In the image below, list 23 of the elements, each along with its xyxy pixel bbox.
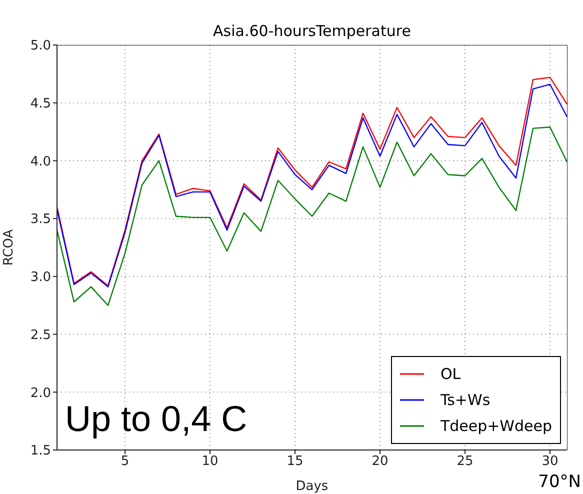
y-tick-label: 3.5 (30, 212, 51, 228)
x-tick-label: 20 (372, 454, 388, 470)
x-tick-label: 30 (542, 454, 558, 470)
y-tick-label: 3.0 (30, 270, 51, 286)
y-tick-label: 4.5 (30, 96, 51, 112)
chart-title: Asia.60-hoursTemperature (212, 22, 412, 40)
x-tick-label: 10 (202, 454, 218, 470)
annotation: Up to 0,4 C (65, 398, 248, 440)
x-tick-label: 15 (286, 454, 304, 470)
y-tick-label: 4.0 (30, 154, 51, 170)
legend-label: Tdeep+Wdeep (440, 417, 552, 435)
y-tick-label: 1.5 (30, 444, 51, 459)
y-tick-label: 5.0 (30, 38, 51, 54)
line-series (57, 126, 567, 306)
text: 70°N (538, 472, 581, 492)
y-tick-label: 2.5 (30, 328, 51, 343)
x-tick-label: 25 (456, 454, 474, 470)
x-tick-label: 5 (120, 454, 130, 470)
y-axis-title: RCOA (2, 229, 17, 266)
legend-label: OL (440, 365, 461, 383)
legend-label: Ts+Ws (440, 391, 490, 409)
x-axis-title: Days (296, 479, 328, 494)
y-tick-label: 2.0 (30, 386, 51, 401)
